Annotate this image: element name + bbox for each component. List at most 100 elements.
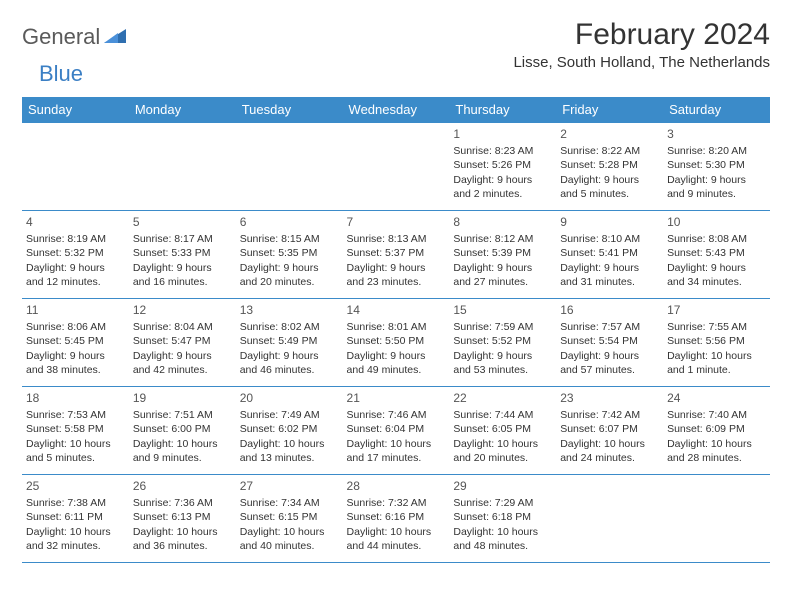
day-header-row: Sunday Monday Tuesday Wednesday Thursday… bbox=[22, 97, 770, 123]
daylight-text: Daylight: 9 hours and 16 minutes. bbox=[133, 261, 232, 289]
daylight-text: Daylight: 10 hours and 24 minutes. bbox=[560, 437, 659, 465]
sunrise-text: Sunrise: 8:04 AM bbox=[133, 320, 232, 334]
day-number: 20 bbox=[240, 390, 339, 406]
daylight-text: Daylight: 10 hours and 1 minute. bbox=[667, 349, 766, 377]
col-thu: Thursday bbox=[449, 97, 556, 123]
day-cell: 23Sunrise: 7:42 AMSunset: 6:07 PMDayligh… bbox=[556, 387, 663, 475]
sunrise-text: Sunrise: 7:51 AM bbox=[133, 408, 232, 422]
day-number: 29 bbox=[453, 478, 552, 494]
logo: General bbox=[22, 18, 128, 50]
day-number: 14 bbox=[347, 302, 446, 318]
daylight-text: Daylight: 10 hours and 13 minutes. bbox=[240, 437, 339, 465]
sunrise-text: Sunrise: 7:59 AM bbox=[453, 320, 552, 334]
daylight-text: Daylight: 9 hours and 5 minutes. bbox=[560, 173, 659, 201]
logo-text-gray: General bbox=[22, 24, 100, 50]
day-number: 18 bbox=[26, 390, 125, 406]
sunrise-text: Sunrise: 7:38 AM bbox=[26, 496, 125, 510]
sunset-text: Sunset: 6:16 PM bbox=[347, 510, 446, 524]
sunrise-text: Sunrise: 7:40 AM bbox=[667, 408, 766, 422]
day-cell: 16Sunrise: 7:57 AMSunset: 5:54 PMDayligh… bbox=[556, 299, 663, 387]
daylight-text: Daylight: 10 hours and 17 minutes. bbox=[347, 437, 446, 465]
day-cell bbox=[343, 123, 450, 211]
sunrise-text: Sunrise: 8:08 AM bbox=[667, 232, 766, 246]
sunset-text: Sunset: 6:09 PM bbox=[667, 422, 766, 436]
day-cell: 9Sunrise: 8:10 AMSunset: 5:41 PMDaylight… bbox=[556, 211, 663, 299]
col-wed: Wednesday bbox=[343, 97, 450, 123]
sunrise-text: Sunrise: 7:36 AM bbox=[133, 496, 232, 510]
daylight-text: Daylight: 10 hours and 28 minutes. bbox=[667, 437, 766, 465]
day-number: 1 bbox=[453, 126, 552, 142]
sunrise-text: Sunrise: 8:13 AM bbox=[347, 232, 446, 246]
day-cell: 18Sunrise: 7:53 AMSunset: 5:58 PMDayligh… bbox=[22, 387, 129, 475]
day-number: 12 bbox=[133, 302, 232, 318]
day-number: 10 bbox=[667, 214, 766, 230]
sunrise-text: Sunrise: 8:06 AM bbox=[26, 320, 125, 334]
day-number: 24 bbox=[667, 390, 766, 406]
day-cell: 19 Sunrise: 7:51 AMSunset: 6:00 PMDayligh… bbox=[129, 387, 236, 475]
sunrise-text: Sunrise: 8:01 AM bbox=[347, 320, 446, 334]
sunrise-text: Sunrise: 8:02 AM bbox=[240, 320, 339, 334]
week-row: 1Sunrise: 8:23 AMSunset: 5:26 PMDaylight… bbox=[22, 123, 770, 211]
sunset-text: Sunset: 6:18 PM bbox=[453, 510, 552, 524]
day-number: 2 bbox=[560, 126, 659, 142]
day-cell bbox=[129, 123, 236, 211]
sunset-text: Sunset: 5:49 PM bbox=[240, 334, 339, 348]
daylight-text: Daylight: 9 hours and 38 minutes. bbox=[26, 349, 125, 377]
day-number: 11 bbox=[26, 302, 125, 318]
sunset-text: Sunset: 5:32 PM bbox=[26, 246, 125, 260]
sunrise-text: Sunrise: 7:32 AM bbox=[347, 496, 446, 510]
day-cell: 26Sunrise: 7:36 AMSunset: 6:13 PMDayligh… bbox=[129, 475, 236, 563]
sunset-text: Sunset: 6:15 PM bbox=[240, 510, 339, 524]
week-row: 25Sunrise: 7:38 AMSunset: 6:11 PMDayligh… bbox=[22, 475, 770, 563]
daylight-text: Daylight: 9 hours and 2 minutes. bbox=[453, 173, 552, 201]
sunset-text: Sunset: 5:35 PM bbox=[240, 246, 339, 260]
sunrise-text: Sunrise: 7:49 AM bbox=[240, 408, 339, 422]
location-text: Lisse, South Holland, The Netherlands bbox=[513, 54, 770, 71]
day-cell: 8Sunrise: 8:12 AMSunset: 5:39 PMDaylight… bbox=[449, 211, 556, 299]
sunrise-text: Sunrise: 8:17 AM bbox=[133, 232, 232, 246]
sunset-text: Sunset: 6:00 PM bbox=[133, 422, 232, 436]
sunset-text: Sunset: 5:28 PM bbox=[560, 158, 659, 172]
col-tue: Tuesday bbox=[236, 97, 343, 123]
sunrise-text: Sunrise: 7:44 AM bbox=[453, 408, 552, 422]
day-cell: 6Sunrise: 8:15 AMSunset: 5:35 PMDaylight… bbox=[236, 211, 343, 299]
sunrise-text: Sunrise: 7:42 AM bbox=[560, 408, 659, 422]
day-cell: 22Sunrise: 7:44 AMSunset: 6:05 PMDayligh… bbox=[449, 387, 556, 475]
day-cell bbox=[22, 123, 129, 211]
day-number: 8 bbox=[453, 214, 552, 230]
day-cell bbox=[663, 475, 770, 563]
day-number: 16 bbox=[560, 302, 659, 318]
daylight-text: Daylight: 9 hours and 34 minutes. bbox=[667, 261, 766, 289]
day-number: 15 bbox=[453, 302, 552, 318]
col-mon: Monday bbox=[129, 97, 236, 123]
day-cell: 29Sunrise: 7:29 AMSunset: 6:18 PMDayligh… bbox=[449, 475, 556, 563]
daylight-text: Daylight: 10 hours and 9 minutes. bbox=[133, 437, 232, 465]
daylight-text: Daylight: 10 hours and 32 minutes. bbox=[26, 525, 125, 553]
daylight-text: Daylight: 9 hours and 42 minutes. bbox=[133, 349, 232, 377]
sunrise-text: Sunrise: 8:19 AM bbox=[26, 232, 125, 246]
day-number: 19 bbox=[133, 390, 232, 406]
sunrise-text: Sunrise: 8:20 AM bbox=[667, 144, 766, 158]
day-number: 9 bbox=[560, 214, 659, 230]
sunset-text: Sunset: 5:45 PM bbox=[26, 334, 125, 348]
calendar-body: 1Sunrise: 8:23 AMSunset: 5:26 PMDaylight… bbox=[22, 123, 770, 563]
day-cell: 10Sunrise: 8:08 AMSunset: 5:43 PMDayligh… bbox=[663, 211, 770, 299]
day-cell: 28Sunrise: 7:32 AMSunset: 6:16 PMDayligh… bbox=[343, 475, 450, 563]
month-title: February 2024 bbox=[513, 18, 770, 52]
day-cell: 21Sunrise: 7:46 AMSunset: 6:04 PMDayligh… bbox=[343, 387, 450, 475]
day-cell bbox=[236, 123, 343, 211]
week-row: 11Sunrise: 8:06 AMSunset: 5:45 PMDayligh… bbox=[22, 299, 770, 387]
day-number: 4 bbox=[26, 214, 125, 230]
logo-text-blue: Blue bbox=[39, 61, 83, 87]
daylight-text: Daylight: 9 hours and 53 minutes. bbox=[453, 349, 552, 377]
day-number: 3 bbox=[667, 126, 766, 142]
day-number: 21 bbox=[347, 390, 446, 406]
day-number: 27 bbox=[240, 478, 339, 494]
day-cell: 17Sunrise: 7:55 AMSunset: 5:56 PMDayligh… bbox=[663, 299, 770, 387]
daylight-text: Daylight: 10 hours and 40 minutes. bbox=[240, 525, 339, 553]
day-cell: 14Sunrise: 8:01 AMSunset: 5:50 PMDayligh… bbox=[343, 299, 450, 387]
col-fri: Friday bbox=[556, 97, 663, 123]
title-block: February 2024 Lisse, South Holland, The … bbox=[513, 18, 770, 71]
sunrise-text: Sunrise: 8:15 AM bbox=[240, 232, 339, 246]
week-row: 4 Sunrise: 8:19 AMSunset: 5:32 PM Daylight… bbox=[22, 211, 770, 299]
